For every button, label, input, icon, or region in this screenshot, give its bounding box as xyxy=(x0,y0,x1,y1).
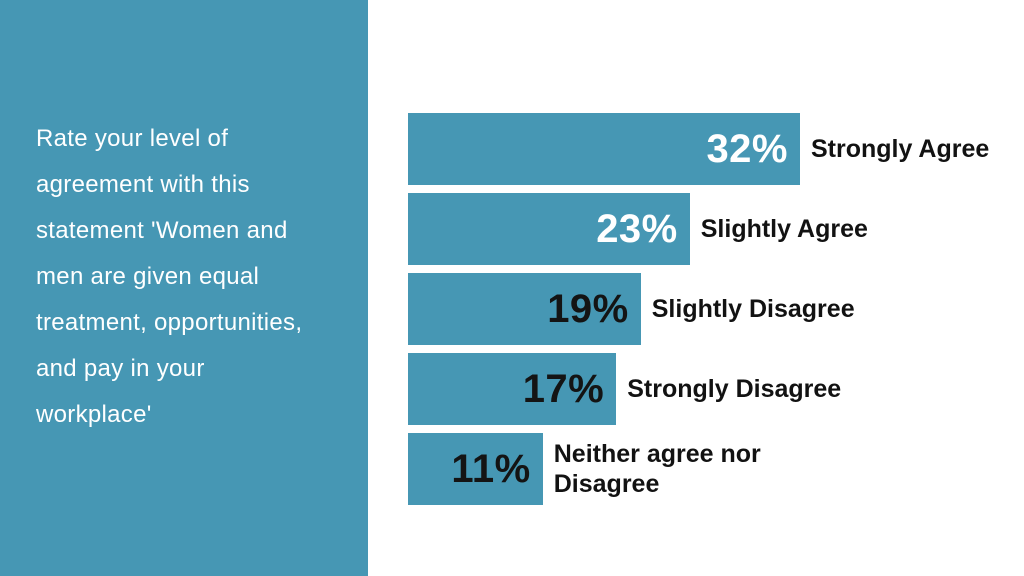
bar-category-label: Slightly Disagree xyxy=(652,294,855,324)
bar-value-label: 32% xyxy=(706,126,788,171)
bar-strongly-agree: 32% xyxy=(408,113,800,185)
question-line: treatment, opportunities, xyxy=(36,309,303,336)
bar-category-label: Strongly Disagree xyxy=(627,374,841,404)
question-line: Rate your level of xyxy=(36,125,229,152)
category-line: Slightly Disagree xyxy=(651,295,855,323)
category-line: Strongly Agree xyxy=(811,135,990,163)
question-line: and pay in your xyxy=(36,355,205,382)
bar-category-label: Neither agree nor Disagree xyxy=(554,439,761,499)
bar-value-label: 11% xyxy=(451,446,531,491)
bar-chart: 32% Strongly Agree 23% Slightly Agree 19… xyxy=(408,113,989,513)
category-line: Strongly Disagree xyxy=(627,375,842,403)
category-line: Slightly Agree xyxy=(700,215,868,243)
bar-row-strongly-disagree: 17% Strongly Disagree xyxy=(408,353,989,425)
bar-value-label: 19% xyxy=(547,286,629,331)
bar-slightly-agree: 23% xyxy=(408,193,690,265)
question-line: men are given equal xyxy=(36,263,260,290)
bar-value-label: 17% xyxy=(522,366,605,411)
bar-row-slightly-agree: 23% Slightly Agree xyxy=(408,193,989,265)
question-line: agreement with this xyxy=(36,171,250,198)
bar-neither-agree-nor-disagree: 11% xyxy=(408,433,543,505)
question-line: workplace' xyxy=(36,401,152,428)
bar-strongly-disagree: 17% xyxy=(408,353,617,425)
bar-slightly-disagree: 19% xyxy=(408,273,641,345)
bar-row-slightly-disagree: 19% Slightly Disagree xyxy=(408,273,989,345)
bar-category-label: Strongly Agree xyxy=(811,134,989,164)
survey-question: Rate your level of agreement with this s… xyxy=(36,116,346,438)
bar-row-neither: 11% Neither agree nor Disagree xyxy=(408,433,989,505)
question-panel: Rate your level of agreement with this s… xyxy=(0,0,368,576)
bar-value-label: 23% xyxy=(596,206,678,251)
category-line: Disagree xyxy=(553,470,660,498)
bar-row-strongly-agree: 32% Strongly Agree xyxy=(408,113,989,185)
bar-category-label: Slightly Agree xyxy=(701,214,868,244)
category-line: Neither agree nor xyxy=(553,440,761,468)
question-line: statement 'Women and xyxy=(36,217,288,244)
